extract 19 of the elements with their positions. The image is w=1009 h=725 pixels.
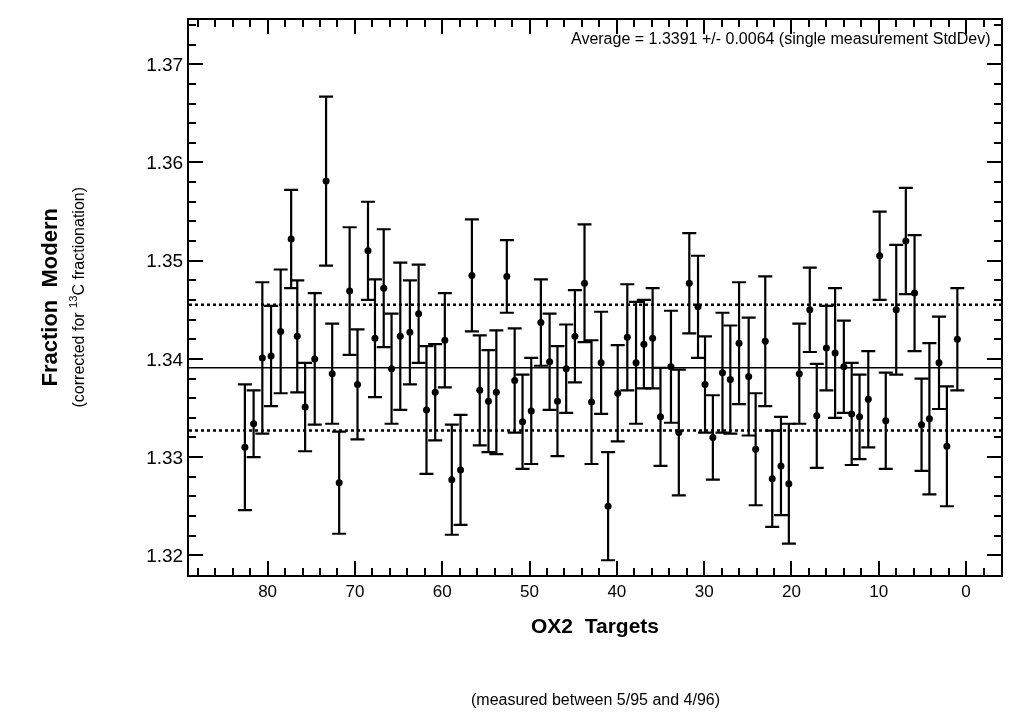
y-tick-label: 1.34 — [146, 348, 184, 370]
annotation: Average = 1.3391 +/- 0.0064 (single measurement StdDev) — [571, 30, 991, 47]
x-axis-title: OX2 Targets — [531, 614, 659, 638]
x-tick-label: 50 — [520, 582, 539, 602]
x-tick-label: 80 — [258, 582, 278, 602]
y-axis-title: Fraction Modern — [36, 208, 62, 387]
y-tick-label: 1.32 — [146, 545, 184, 566]
y-tick-label: 1.36 — [146, 152, 184, 174]
x-tick-label: 0 — [961, 582, 971, 602]
text: (measured between 5/95 and 4/96) — [471, 691, 721, 708]
y-tick-label: 1.33 — [146, 446, 184, 468]
x-tick-label: 10 — [869, 582, 889, 602]
x-tick-label: 30 — [694, 582, 714, 602]
x-tick-label: 20 — [781, 582, 801, 602]
x-tick-label: 70 — [345, 582, 365, 602]
x-tick-label: 40 — [607, 582, 627, 602]
x-tick-label: 60 — [432, 582, 452, 602]
y-tick-label: 1.37 — [146, 53, 184, 75]
y-tick-label: 1.35 — [146, 250, 184, 272]
